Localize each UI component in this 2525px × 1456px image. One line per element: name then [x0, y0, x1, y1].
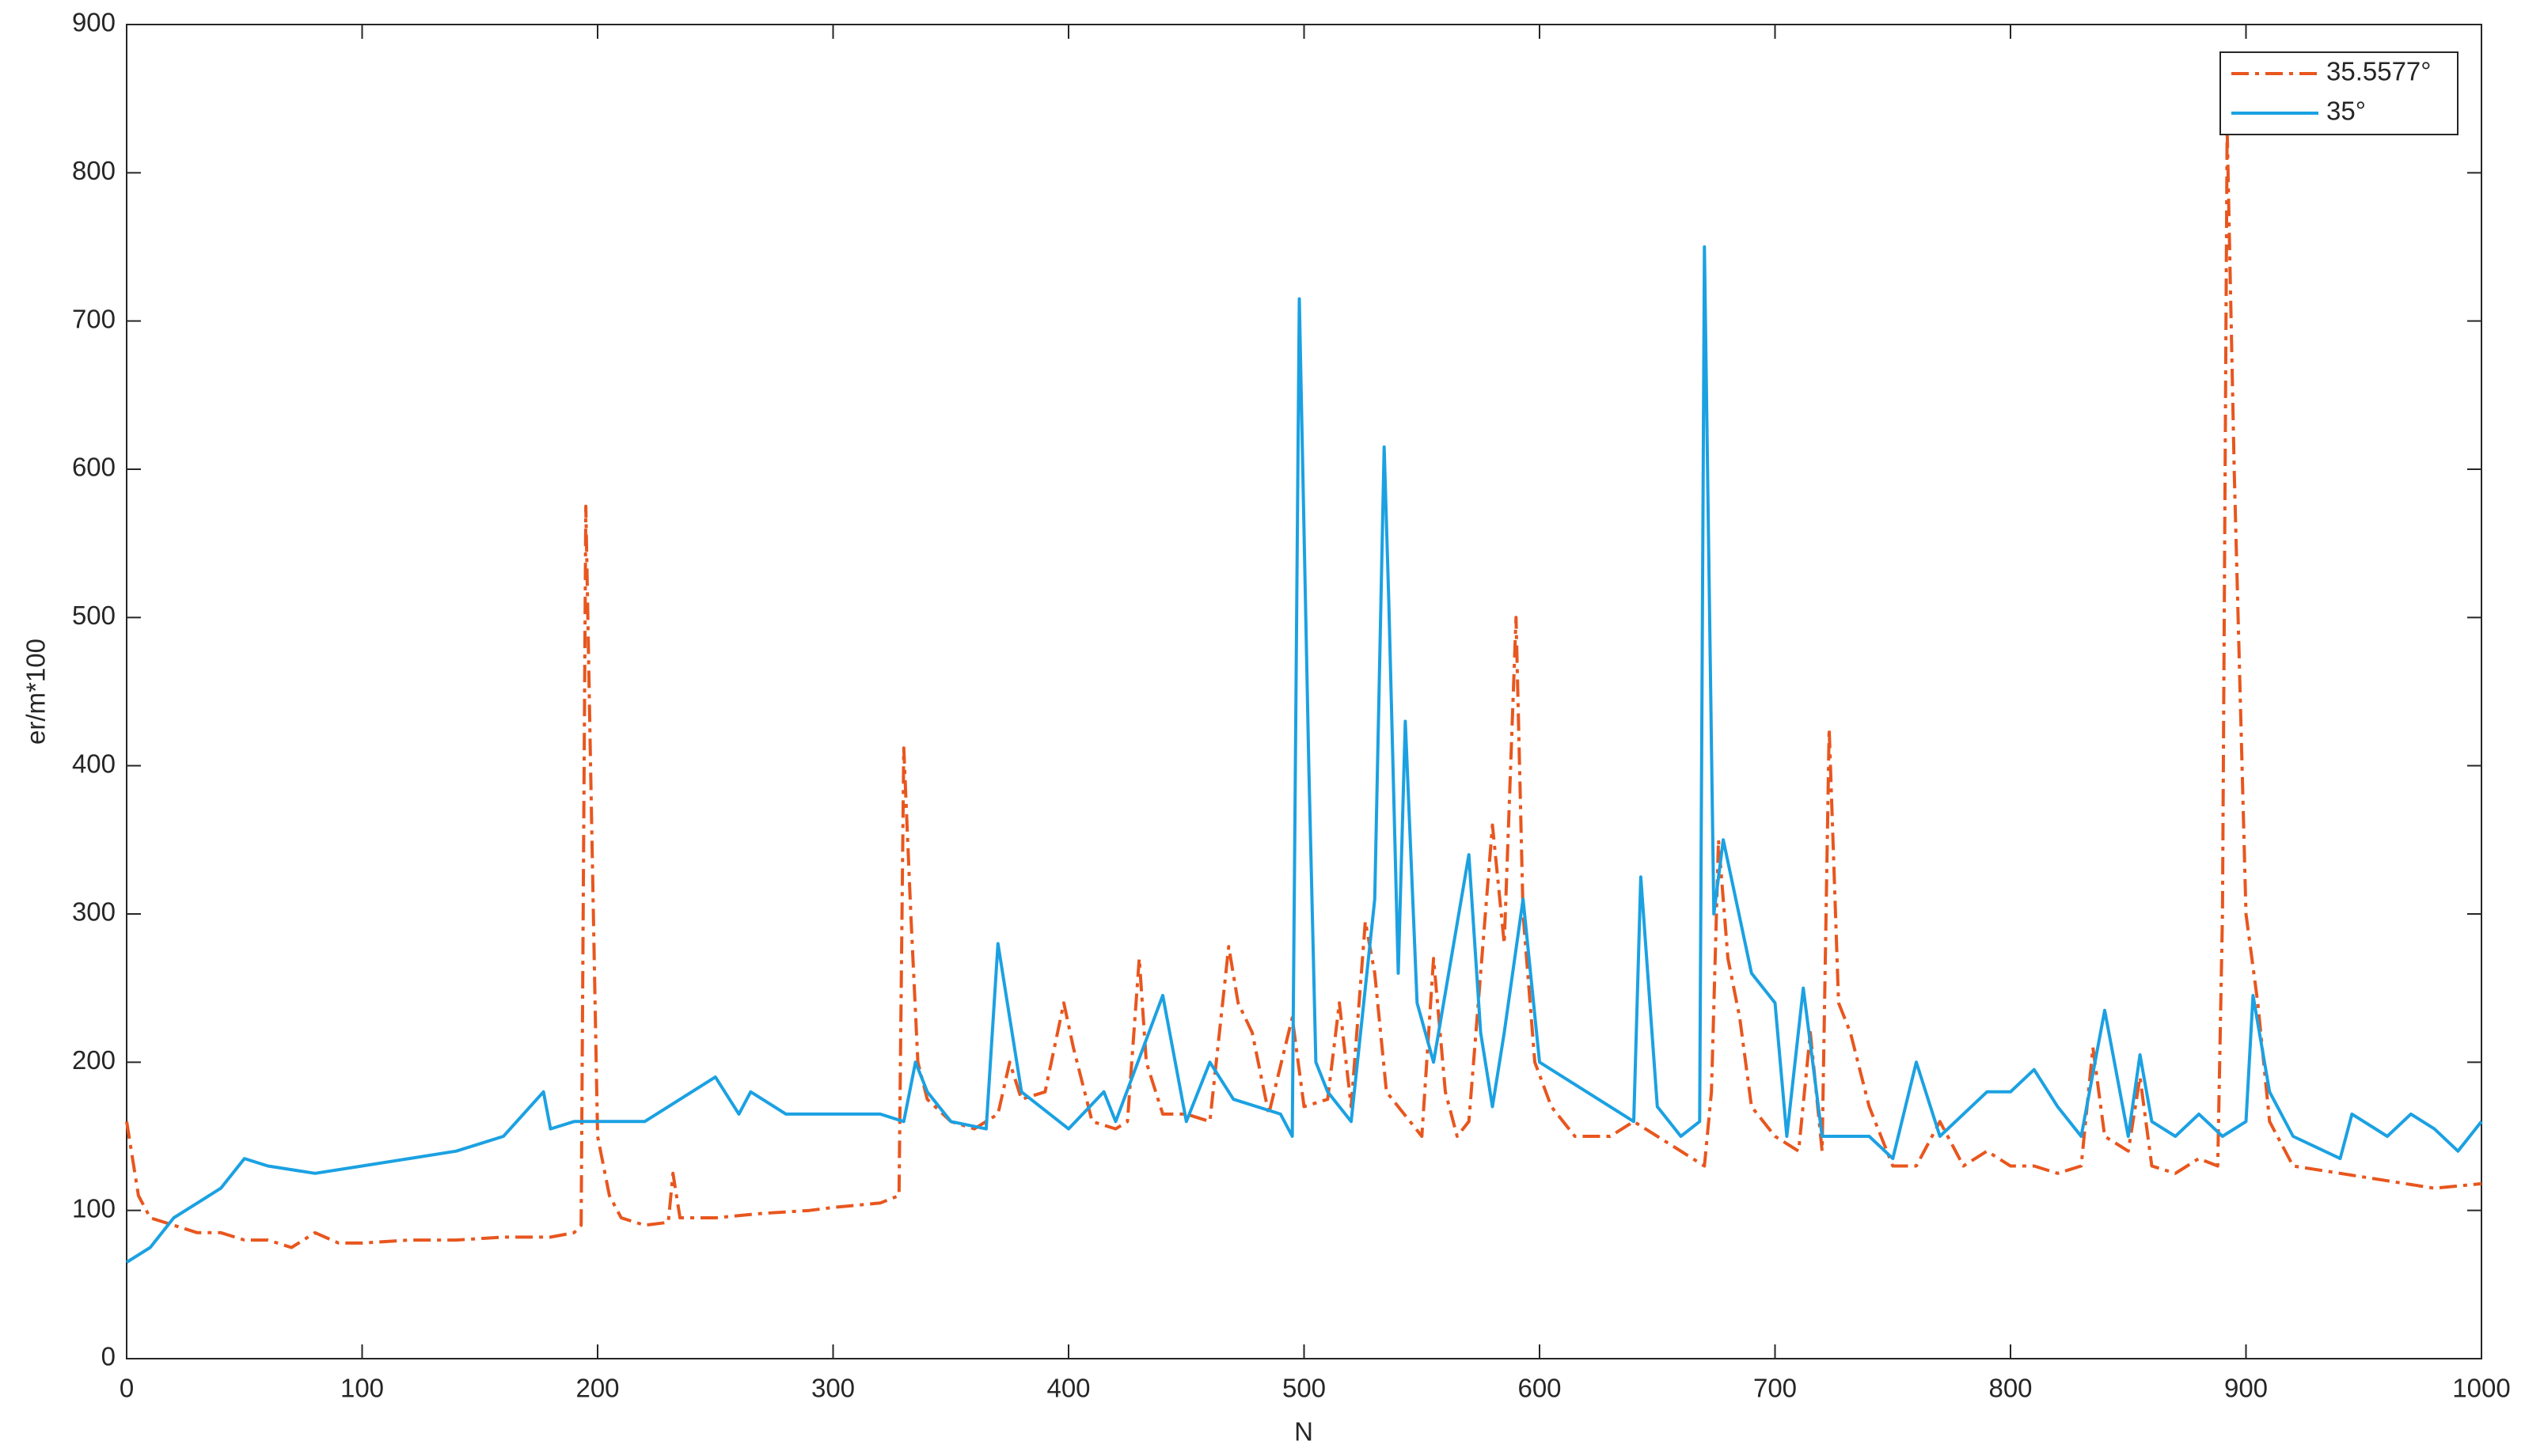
- y-tick-label: 400: [72, 749, 116, 778]
- y-tick-label: 500: [72, 601, 116, 630]
- y-tick-label: 900: [72, 8, 116, 37]
- x-axis-label: N: [1294, 1417, 1313, 1447]
- y-tick-label: 300: [72, 897, 116, 927]
- y-tick-label: 0: [101, 1342, 116, 1371]
- x-tick-label: 800: [1988, 1374, 2032, 1403]
- x-tick-label: 600: [1517, 1374, 1561, 1403]
- y-tick-label: 700: [72, 304, 116, 333]
- y-tick-label: 100: [72, 1193, 116, 1223]
- x-tick-label: 700: [1753, 1374, 1797, 1403]
- y-tick-label: 200: [72, 1045, 116, 1075]
- legend-box: [2219, 51, 2459, 135]
- x-tick-label: 1000: [2452, 1374, 2510, 1403]
- legend-label: 35°: [2326, 97, 2366, 126]
- y-tick-label: 800: [72, 156, 116, 185]
- y-tick-label: 600: [72, 453, 116, 482]
- plot-frame: [126, 24, 2482, 1359]
- x-tick-label: 400: [1046, 1374, 1090, 1403]
- data-line: [125, 245, 2483, 1264]
- data-line: [125, 127, 2482, 1249]
- legend-label: 35.5577°: [2326, 57, 2431, 86]
- x-tick-label: 100: [340, 1374, 384, 1403]
- x-tick-label: 900: [2224, 1374, 2268, 1403]
- x-tick-label: 300: [811, 1374, 855, 1403]
- y-axis-label: er/m*100: [21, 639, 51, 745]
- x-tick-label: 200: [575, 1374, 619, 1403]
- x-tick-label: 500: [1282, 1374, 1326, 1403]
- x-tick-label: 0: [120, 1374, 134, 1403]
